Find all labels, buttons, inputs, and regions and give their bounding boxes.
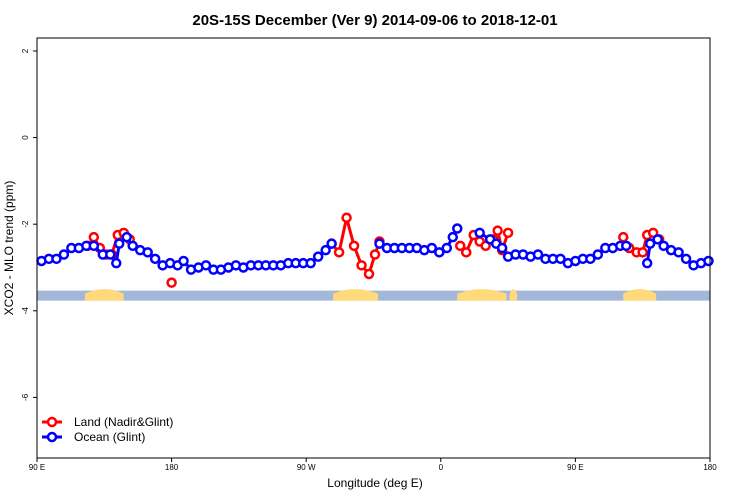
ocean-data-point [641,257,653,269]
land-band-segment [623,289,657,301]
land-data-point [454,240,466,252]
x-tick-label: 180 [165,463,179,472]
x-tick-label: 90 W [297,463,316,472]
ocean-data-point [441,242,453,254]
legend-ocean-marker [46,431,58,443]
x-tick-label: 180 [703,463,717,472]
x-axis-label: Longitude (deg E) [327,476,422,490]
land-data-point [637,247,648,258]
land-band-segment [84,289,124,301]
ocean-data-point [496,242,508,254]
y-axis: 2 0 -2 -4 -6 [21,48,37,401]
legend-land-marker [46,416,58,428]
legend-ocean-label: Ocean (Glint) [74,430,145,444]
ocean-data-point [200,260,212,271]
land-data-point [356,260,367,271]
y-axis-label: XCO2 - MLO trend (ppm) [2,181,16,316]
land-data-point [492,225,503,236]
ocean-data-point [532,249,544,260]
ocean-data-point [703,255,714,267]
ocean-data-point [474,227,485,239]
y-tick-label: -4 [21,307,30,315]
x-tick-label: 0 [439,463,444,472]
ocean-data-point [114,238,125,249]
land-data-point [369,249,381,260]
land-data-point [88,231,100,243]
land-band-segment [333,289,378,301]
land-data-point [502,227,514,239]
x-tick-label: 90 E [29,463,45,472]
x-axis: 90 E 180 90 W 0 90 E 180 [29,458,717,472]
ocean-data-point [320,244,331,256]
ocean-data-point [88,240,100,252]
legend-land-label: Land (Nadir&Glint) [74,415,173,429]
ocean-data-point [51,253,62,265]
ocean-data-point [149,253,161,265]
land-data-point [341,212,352,223]
y-tick-label: -2 [21,220,30,228]
ocean-data-point [652,234,663,245]
ocean-data-point [673,247,684,258]
ocean-data-point [452,223,463,234]
land-data-point [166,277,177,288]
ocean-data-point [426,242,438,254]
ocean-data-point [680,253,692,265]
ocean-data-point [585,253,596,265]
land-band-segment [457,289,507,301]
ocean-data-point [644,238,656,249]
ocean-data-point [105,249,116,260]
ocean-data-point [121,231,132,243]
legend: Land (Nadir&Glint) Ocean (Glint) [42,415,173,444]
ocean-data-point [58,249,70,260]
ocean-data-point [658,240,669,252]
land-data-point [363,268,375,280]
ocean-data-point [555,253,566,265]
land-data-point [333,247,345,258]
y-tick-label: 2 [21,48,30,53]
ocean-data-point [312,251,324,262]
ocean-data-point [127,240,138,252]
land-data-point [618,231,629,243]
plot-frame [36,37,711,459]
land-band-segment [509,289,518,301]
ocean-data-point [434,247,445,258]
x-tick-label: 90 E [567,463,583,472]
y-tick-label: 0 [21,135,30,140]
chart-title: 20S-15S December (Ver 9) 2014-09-06 to 2… [192,12,557,29]
land-data-point [348,240,360,252]
ocean-data-point [447,231,459,243]
land-data-point [460,247,472,258]
ocean-data-point [178,255,189,267]
ocean-data-point [111,257,122,269]
ocean-data-point [592,249,604,260]
ocean-data-point [305,257,316,269]
ocean-data-point [142,247,153,258]
plot-series [36,212,714,288]
y-tick-label: -6 [21,393,30,401]
ocean-data-point [620,240,632,252]
surface-type-band [37,289,710,301]
ocean-data-point [374,238,385,249]
ocean-data-point [326,238,337,249]
